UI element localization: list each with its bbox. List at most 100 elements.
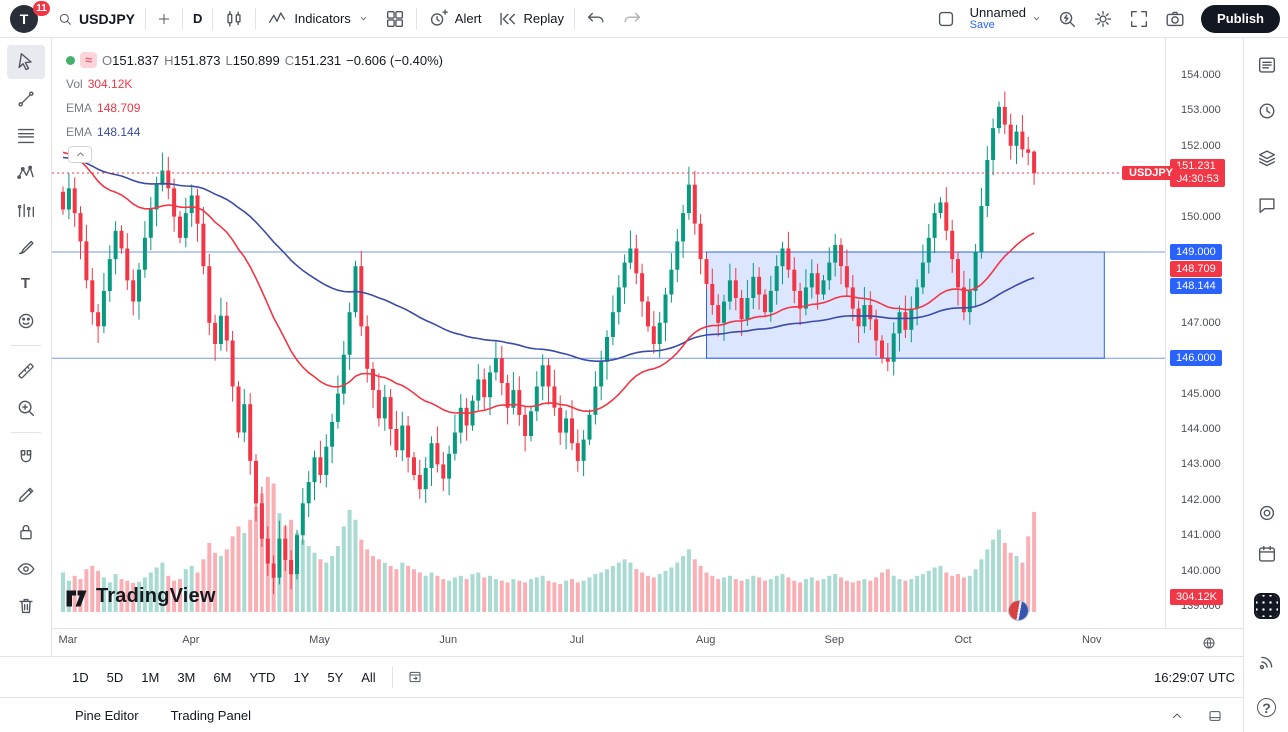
tab-trading-panel[interactable]: Trading Panel bbox=[170, 707, 252, 723]
streams-button[interactable] bbox=[1251, 646, 1282, 677]
draw-mode-tool[interactable] bbox=[7, 478, 45, 512]
symbol-search-button[interactable]: USDJPY bbox=[50, 4, 142, 34]
all-apps-button[interactable] bbox=[1251, 590, 1282, 621]
text-tool[interactable]: T bbox=[7, 267, 45, 301]
replay-label: Replay bbox=[523, 11, 564, 26]
expand-bottom-panel-button[interactable] bbox=[1163, 702, 1191, 730]
volume-badge: 304.12K bbox=[1170, 589, 1223, 605]
maximize-panel-button[interactable] bbox=[1201, 702, 1229, 730]
measure-tool[interactable] bbox=[7, 354, 45, 388]
clock-utc[interactable]: 16:29:07 UTC bbox=[1154, 669, 1235, 685]
interval-button[interactable]: D bbox=[186, 4, 209, 34]
fib-retracement-tool[interactable] bbox=[7, 119, 45, 153]
indicators-label: Indicators bbox=[294, 11, 351, 26]
volume-legend-row[interactable]: Vol 304.12K bbox=[66, 72, 443, 96]
ema-fast-legend-row[interactable]: EMA 148.709 bbox=[66, 96, 443, 120]
undo-button[interactable] bbox=[578, 4, 614, 34]
fullscreen-button[interactable] bbox=[1121, 4, 1157, 34]
layout-grid-icon bbox=[384, 8, 406, 30]
search-icon bbox=[57, 11, 73, 27]
month-label: Oct bbox=[954, 634, 972, 646]
magnet-tool[interactable] bbox=[7, 441, 45, 475]
save-link[interactable]: Save bbox=[969, 18, 995, 31]
range-button-5D[interactable]: 5D bbox=[106, 669, 124, 685]
chart-style-button[interactable] bbox=[216, 4, 252, 34]
tab-pine-editor[interactable]: Pine Editor bbox=[75, 707, 139, 723]
chevron-up-icon bbox=[1169, 708, 1185, 724]
alerts-button[interactable] bbox=[1251, 95, 1282, 126]
hotlist-button[interactable] bbox=[1251, 497, 1282, 528]
bottom-range-bar: 1D 5D 1M 3M 6M YTD 1Y 5Y All 16:29:07 UTC bbox=[0, 656, 1243, 697]
object-tree-icon bbox=[1256, 147, 1278, 169]
snapshot-button[interactable] bbox=[1157, 4, 1193, 34]
range-button-5Y[interactable]: 5Y bbox=[327, 669, 344, 685]
chart-area[interactable]: ≈ O151.837 H151.873 L150.899 C151.231 −0… bbox=[52, 38, 1243, 656]
goto-date-button[interactable] bbox=[401, 663, 429, 691]
indicators-button[interactable]: Indicators bbox=[259, 4, 376, 34]
layout-name: Unnamed bbox=[969, 4, 1027, 20]
notification-badge: 11 bbox=[33, 0, 50, 16]
publish-button[interactable]: Publish bbox=[1201, 4, 1280, 33]
save-status-button[interactable] bbox=[928, 4, 964, 34]
replay-icon bbox=[496, 8, 518, 30]
month-label: Jul bbox=[569, 634, 584, 646]
lock-all-tool[interactable] bbox=[7, 515, 45, 549]
quick-search-button[interactable] bbox=[1049, 4, 1085, 34]
divider bbox=[391, 666, 393, 688]
series-legend-row[interactable]: ≈ O151.837 H151.873 L150.899 C151.231 −0… bbox=[66, 48, 443, 72]
settings-gear-icon bbox=[1092, 8, 1114, 30]
chat-button[interactable] bbox=[1251, 189, 1282, 220]
range-button-All[interactable]: All bbox=[361, 669, 376, 685]
vol-label: Vol bbox=[66, 77, 83, 91]
camera-snapshot-icon bbox=[1164, 8, 1186, 30]
ema-slow-legend-row[interactable]: EMA 148.144 bbox=[66, 120, 443, 144]
vol-value: 304.12K bbox=[87, 77, 133, 91]
zoom-in-tool[interactable] bbox=[7, 391, 45, 425]
replay-button[interactable]: Replay bbox=[489, 4, 571, 34]
range-button-3M[interactable]: 3M bbox=[177, 669, 196, 685]
watchlist-button[interactable] bbox=[1251, 49, 1282, 80]
plus-icon bbox=[156, 11, 172, 27]
candlestick-chart[interactable] bbox=[52, 38, 1165, 628]
price-tick: 152.000 bbox=[1179, 138, 1223, 153]
divider bbox=[574, 7, 575, 30]
toolbar-divider bbox=[10, 345, 41, 346]
ruler-icon bbox=[15, 360, 37, 382]
user-menu-button[interactable]: T 11 bbox=[8, 0, 50, 36]
month-label: Nov bbox=[1081, 634, 1102, 646]
globe-icon bbox=[1201, 635, 1217, 651]
xabcd-pattern-tool[interactable] bbox=[7, 156, 45, 190]
remove-all-tool[interactable] bbox=[7, 589, 45, 623]
magnet-icon bbox=[15, 447, 37, 469]
streams-signal-icon bbox=[1256, 651, 1278, 673]
range-button-1Y[interactable]: 1Y bbox=[293, 669, 310, 685]
price-tick: 147.000 bbox=[1179, 315, 1223, 330]
redo-button[interactable] bbox=[614, 4, 650, 34]
timezone-button[interactable] bbox=[1198, 632, 1220, 654]
chart-settings-button[interactable] bbox=[1085, 4, 1121, 34]
collapse-legend-button[interactable] bbox=[68, 146, 92, 163]
range-button-6M[interactable]: 6M bbox=[213, 669, 232, 685]
hide-all-tool[interactable] bbox=[7, 552, 45, 586]
trend-line-tool[interactable] bbox=[7, 82, 45, 116]
range-button-1D[interactable]: 1D bbox=[72, 669, 89, 685]
calendar-button[interactable] bbox=[1251, 538, 1282, 569]
forecast-tool[interactable] bbox=[7, 193, 45, 227]
ema-fast-label: EMA bbox=[66, 101, 93, 115]
time-axis[interactable]: Mar Apr May Jun Jul Aug Sep Oct Nov bbox=[52, 628, 1243, 656]
price-axis[interactable]: 139.000 140.000 141.000 142.000 143.000 144.0… bbox=[1165, 38, 1243, 628]
object-tree-button[interactable] bbox=[1251, 142, 1282, 173]
range-button-YTD[interactable]: YTD bbox=[249, 669, 276, 685]
layout-grid-button[interactable] bbox=[377, 4, 413, 34]
brush-tool[interactable] bbox=[7, 230, 45, 264]
tradingview-logo-icon bbox=[66, 590, 87, 607]
cursor-tool[interactable] bbox=[6, 44, 45, 79]
create-alert-button[interactable]: Alert bbox=[420, 4, 489, 34]
range-button-1M[interactable]: 1M bbox=[141, 669, 160, 685]
divider bbox=[415, 7, 417, 30]
compare-add-button[interactable] bbox=[149, 4, 179, 34]
layout-menu-button[interactable]: Unnamed Save bbox=[964, 3, 1049, 35]
help-button[interactable]: ? bbox=[1251, 692, 1282, 723]
emoji-tool[interactable] bbox=[7, 304, 45, 338]
price-tick: 140.000 bbox=[1179, 563, 1223, 578]
